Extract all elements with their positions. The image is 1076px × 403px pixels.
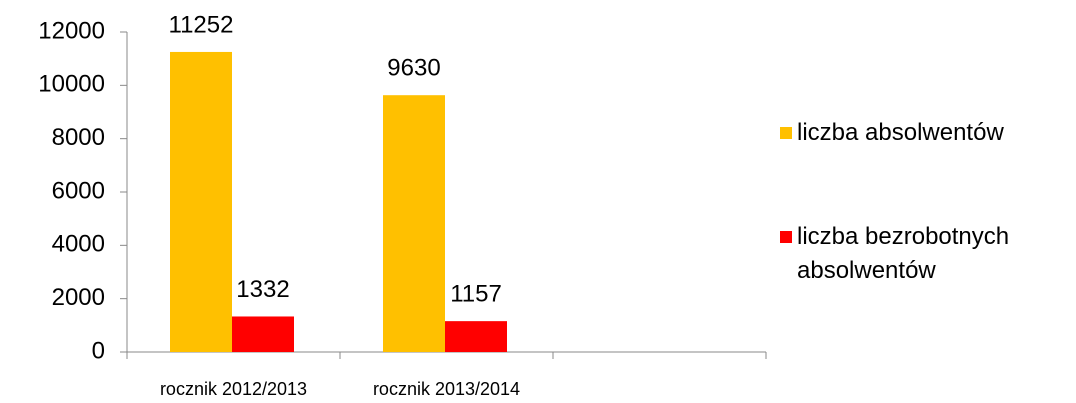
bar	[445, 321, 507, 352]
legend-swatch	[780, 127, 792, 139]
legend-label: liczba bezrobotnych absolwentów	[797, 223, 1010, 284]
legend-label: liczba absolwentów	[797, 119, 1004, 146]
x-tick-label: rocznik 2013/2014	[373, 379, 520, 399]
bar	[170, 51, 232, 353]
y-tick-label: 6000	[52, 177, 105, 204]
y-tick-label: 10000	[38, 71, 105, 98]
bar	[383, 95, 445, 352]
y-tick-label: 0	[92, 337, 105, 364]
y-tick-label: 8000	[52, 124, 105, 151]
x-tick-label: rocznik 2012/2013	[160, 379, 307, 399]
data-label: 9630	[387, 55, 440, 82]
data-label: 1157	[450, 280, 502, 307]
y-tick-label: 12000	[38, 17, 105, 44]
data-label: 1332	[236, 276, 289, 303]
data-label: 11252	[169, 11, 234, 38]
legend-swatch	[780, 231, 792, 243]
bar	[232, 316, 294, 352]
y-tick-label: 4000	[52, 231, 105, 258]
y-tick-label: 2000	[52, 284, 105, 311]
